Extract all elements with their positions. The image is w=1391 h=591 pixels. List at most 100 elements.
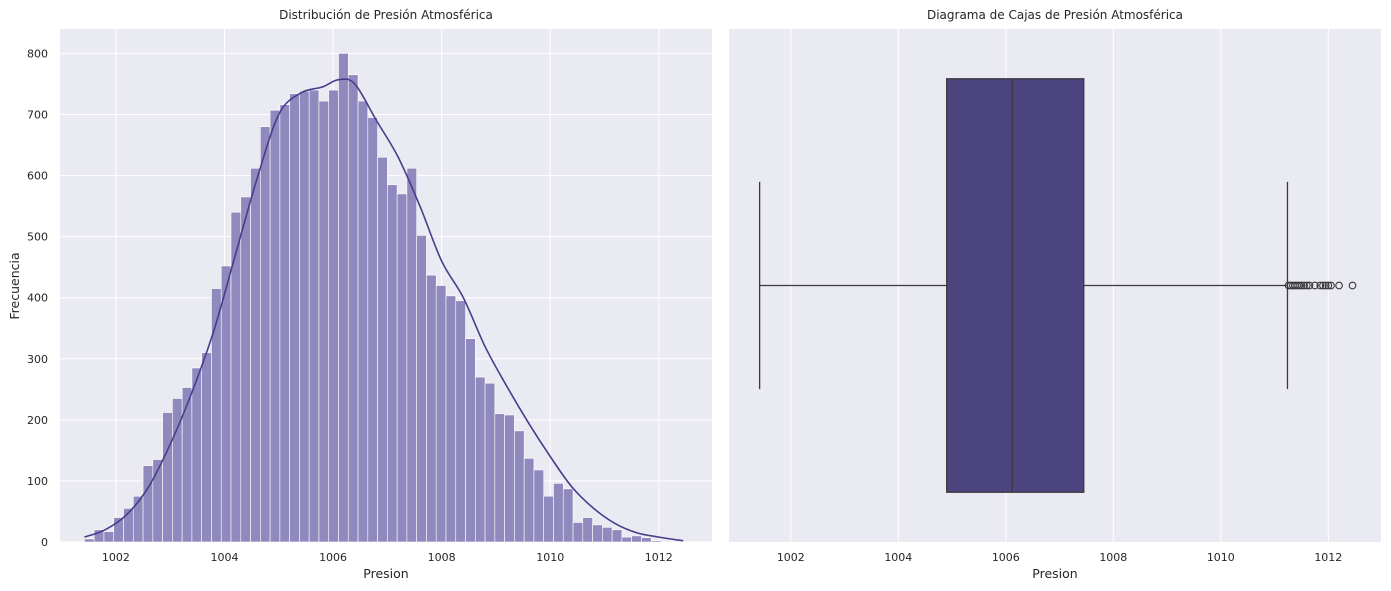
histogram-bar	[260, 126, 271, 543]
histogram-bar	[289, 93, 300, 543]
histogram-x-ticks: 1002 1004 1006 1008 1010 1012	[102, 551, 673, 564]
histogram-bar	[592, 524, 603, 543]
histogram-bar	[318, 100, 330, 543]
outlier-point	[1335, 281, 1343, 290]
histogram-y-ticks: 0 100 200 300 400 500 600 700 800	[27, 47, 48, 549]
histogram-bar	[523, 458, 535, 543]
x-tick-label: 1002	[102, 551, 130, 564]
histogram-bar	[455, 300, 466, 543]
histogram-bar	[142, 465, 154, 543]
histogram-bar	[230, 211, 242, 543]
histogram-bar	[435, 285, 447, 543]
histogram-bar	[650, 540, 662, 543]
histogram-bar	[103, 531, 115, 543]
histogram-bar	[641, 537, 652, 543]
histogram-bar	[201, 352, 212, 543]
histogram-bar	[367, 117, 378, 543]
y-tick-label: 800	[27, 47, 48, 60]
histogram-bar	[220, 265, 232, 543]
histogram-bar	[582, 517, 593, 543]
histogram-bar	[553, 483, 564, 543]
histogram-bar	[504, 414, 515, 543]
histogram-bar	[357, 100, 369, 543]
histogram-bar	[611, 529, 623, 543]
kde-curve	[84, 78, 684, 542]
histogram-bar	[475, 376, 486, 543]
histogram-bar	[484, 382, 496, 543]
histogram-bar	[347, 74, 359, 543]
boxplot-outliers	[1284, 281, 1357, 290]
histogram-bar	[211, 288, 222, 543]
histogram-bar	[181, 387, 193, 543]
histogram-bar	[631, 535, 642, 543]
histogram-bar	[396, 193, 408, 543]
histogram-bars	[84, 53, 662, 543]
histogram-bar	[387, 184, 398, 543]
histogram-y-label: Frecuencia	[7, 252, 22, 319]
histogram-bar	[250, 167, 261, 543]
x-tick-label: 1012	[1314, 551, 1342, 564]
y-tick-label: 500	[27, 231, 48, 244]
boxplot-x-label: Presion	[1032, 566, 1077, 581]
boxplot-panel: 1002 1004 1006 1008 1010 1012 Diagrama de Caj…	[729, 8, 1381, 581]
histogram-title: Distribución de Presión Atmosférica	[279, 8, 493, 22]
x-tick-label: 1008	[1099, 551, 1127, 564]
histogram-panel: 1002 1004 1006 1008 1010 1012 0 100 200 300 400 50…	[7, 8, 712, 581]
x-tick-label: 1004	[884, 551, 912, 564]
histogram-bar	[465, 338, 476, 543]
histogram-bar	[602, 527, 613, 543]
outlier-point	[1295, 281, 1304, 290]
histogram-bar	[621, 536, 632, 543]
boxplot-title: Diagrama de Cajas de Presión Atmosférica	[927, 8, 1183, 22]
y-tick-label: 400	[27, 292, 48, 305]
x-tick-label: 1002	[777, 551, 805, 564]
outlier-point	[1300, 281, 1308, 290]
outlier-point	[1319, 281, 1327, 290]
x-tick-label: 1004	[210, 551, 238, 564]
x-tick-label: 1008	[428, 551, 456, 564]
histogram-bar	[299, 90, 310, 543]
outlier-point	[1311, 281, 1319, 290]
y-tick-label: 700	[27, 109, 48, 122]
histogram-bar	[328, 89, 339, 543]
x-tick-label: 1006	[319, 551, 347, 564]
y-tick-label: 100	[27, 475, 48, 488]
histogram-bar	[338, 53, 349, 543]
y-tick-label: 200	[27, 414, 48, 427]
histogram-bar	[162, 412, 173, 543]
boxplot-box-group	[758, 78, 1289, 493]
outlier-point	[1305, 281, 1314, 290]
histogram-bar	[572, 522, 584, 543]
histogram-x-label: Presion	[363, 566, 408, 581]
y-tick-label: 300	[27, 353, 48, 366]
histogram-bar	[240, 196, 251, 543]
outlier-point	[1297, 281, 1306, 290]
x-tick-label: 1006	[992, 551, 1020, 564]
histogram-bar	[533, 469, 545, 543]
outlier-point	[1302, 281, 1311, 290]
histogram-bar	[426, 274, 437, 543]
outlier-point	[1348, 281, 1357, 290]
histogram-bar	[543, 495, 554, 543]
x-tick-label: 1012	[645, 551, 673, 564]
x-tick-label: 1010	[536, 551, 564, 564]
histogram-bar	[377, 156, 388, 543]
histogram-bar	[191, 367, 202, 543]
histogram-bar	[514, 430, 525, 543]
histogram-bar	[445, 295, 457, 543]
y-tick-label: 600	[27, 170, 48, 183]
histogram-bar	[279, 104, 290, 543]
outlier-point	[1324, 281, 1333, 290]
histogram-bar	[494, 413, 505, 543]
histogram-bar	[84, 538, 95, 543]
histogram-bar	[562, 488, 574, 543]
histogram-bar	[406, 167, 417, 543]
histogram-bar	[269, 109, 281, 543]
y-tick-label: 0	[41, 536, 48, 549]
x-tick-label: 1010	[1207, 551, 1235, 564]
histogram-bar	[308, 89, 320, 543]
boxplot-x-ticks: 1002 1004 1006 1008 1010 1012	[777, 551, 1343, 564]
outlier-point	[1316, 281, 1325, 290]
histogram-bar	[416, 235, 427, 543]
